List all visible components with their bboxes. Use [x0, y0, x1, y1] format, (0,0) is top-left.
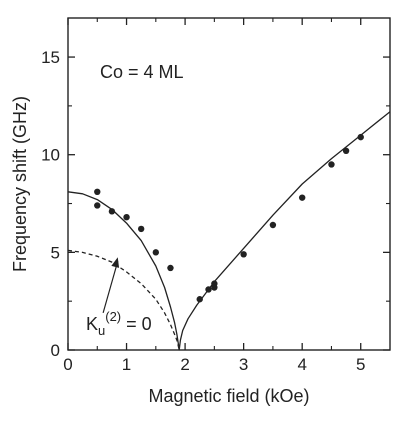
y-tick-label: 15 — [41, 48, 60, 67]
data-point — [342, 147, 350, 154]
annotation-label: Co = 4 ML — [100, 62, 184, 82]
data-point — [152, 249, 160, 256]
data-point — [123, 214, 130, 221]
x-tick-label: 4 — [297, 355, 306, 374]
x-tick-label: 3 — [239, 355, 248, 374]
data-point — [328, 161, 335, 168]
arrow-shaft — [102, 261, 119, 314]
data-point — [205, 286, 212, 293]
arrow-annotation — [102, 257, 120, 314]
data-point — [240, 251, 247, 258]
data-point — [196, 296, 203, 303]
data-point — [94, 188, 101, 196]
data-point — [298, 194, 306, 201]
y-tick-label: 10 — [41, 146, 60, 165]
x-tick-label: 2 — [180, 355, 189, 374]
ticks: 0 1 2 3 4 5 0 5 10 15 — [41, 18, 390, 374]
data-point — [211, 280, 218, 287]
y-tick-label: 5 — [51, 243, 60, 262]
arrow-head — [111, 257, 120, 268]
fit-curves — [67, 111, 391, 351]
x-tick-label: 1 — [122, 355, 131, 374]
x-axis-label: Magnetic field (kOe) — [148, 386, 309, 406]
data-point — [357, 133, 364, 141]
fit-dashed-line — [67, 249, 180, 351]
arrow-label: Ku(2) = 0 — [86, 309, 152, 338]
data-point — [108, 208, 116, 215]
data-point — [269, 221, 277, 229]
x-tick-label: 5 — [356, 355, 365, 374]
x-tick-label: 0 — [63, 355, 72, 374]
y-axis-label: Frequency shift (GHz) — [10, 96, 30, 272]
data-points — [94, 133, 364, 303]
data-point — [167, 264, 174, 272]
data-point — [137, 225, 145, 233]
plot-frame — [67, 17, 391, 351]
y-tick-label: 0 — [51, 341, 60, 360]
data-point — [94, 202, 101, 209]
